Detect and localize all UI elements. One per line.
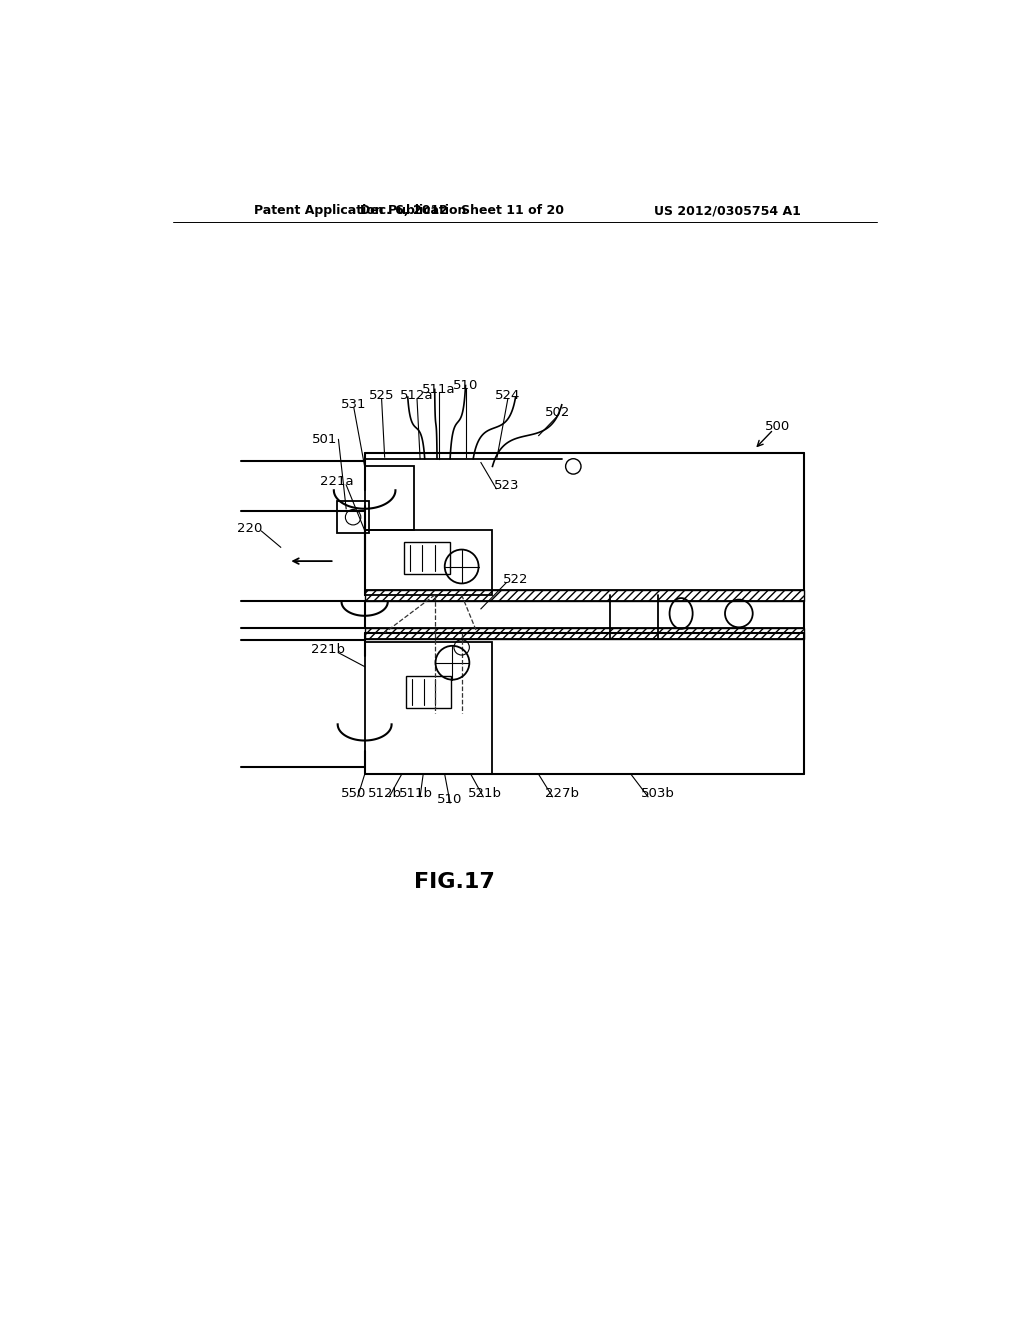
Text: 501: 501 xyxy=(312,433,337,446)
Text: 512b: 512b xyxy=(368,787,401,800)
Bar xyxy=(365,466,414,531)
Text: Patent Application Publication: Patent Application Publication xyxy=(254,205,466,218)
Bar xyxy=(365,590,804,601)
Text: US 2012/0305754 A1: US 2012/0305754 A1 xyxy=(653,205,801,218)
Text: 221b: 221b xyxy=(310,643,345,656)
Text: FIG.17: FIG.17 xyxy=(414,873,495,892)
Text: 512a: 512a xyxy=(400,389,434,403)
Bar xyxy=(365,642,493,775)
Text: 227b: 227b xyxy=(545,787,579,800)
Bar xyxy=(365,531,493,595)
Text: 502: 502 xyxy=(545,407,570,418)
Bar xyxy=(365,628,804,639)
Text: 511a: 511a xyxy=(422,383,456,396)
Bar xyxy=(403,541,451,574)
Text: 524: 524 xyxy=(496,389,520,403)
Text: 525: 525 xyxy=(369,389,394,403)
Text: Dec. 6, 2012   Sheet 11 of 20: Dec. 6, 2012 Sheet 11 of 20 xyxy=(359,205,563,218)
Text: 510: 510 xyxy=(437,793,463,807)
Text: 503b: 503b xyxy=(641,787,675,800)
Text: 500: 500 xyxy=(765,420,790,433)
Bar xyxy=(407,676,451,708)
Text: 511b: 511b xyxy=(398,787,432,800)
Text: 521b: 521b xyxy=(468,787,502,800)
Bar xyxy=(337,502,370,533)
Text: 221a: 221a xyxy=(321,475,353,488)
Text: 220: 220 xyxy=(238,521,262,535)
Text: 522: 522 xyxy=(503,573,528,586)
Text: 550: 550 xyxy=(341,787,367,800)
Text: 531: 531 xyxy=(341,399,367,412)
Text: 510: 510 xyxy=(453,379,478,392)
Text: 523: 523 xyxy=(494,479,519,492)
